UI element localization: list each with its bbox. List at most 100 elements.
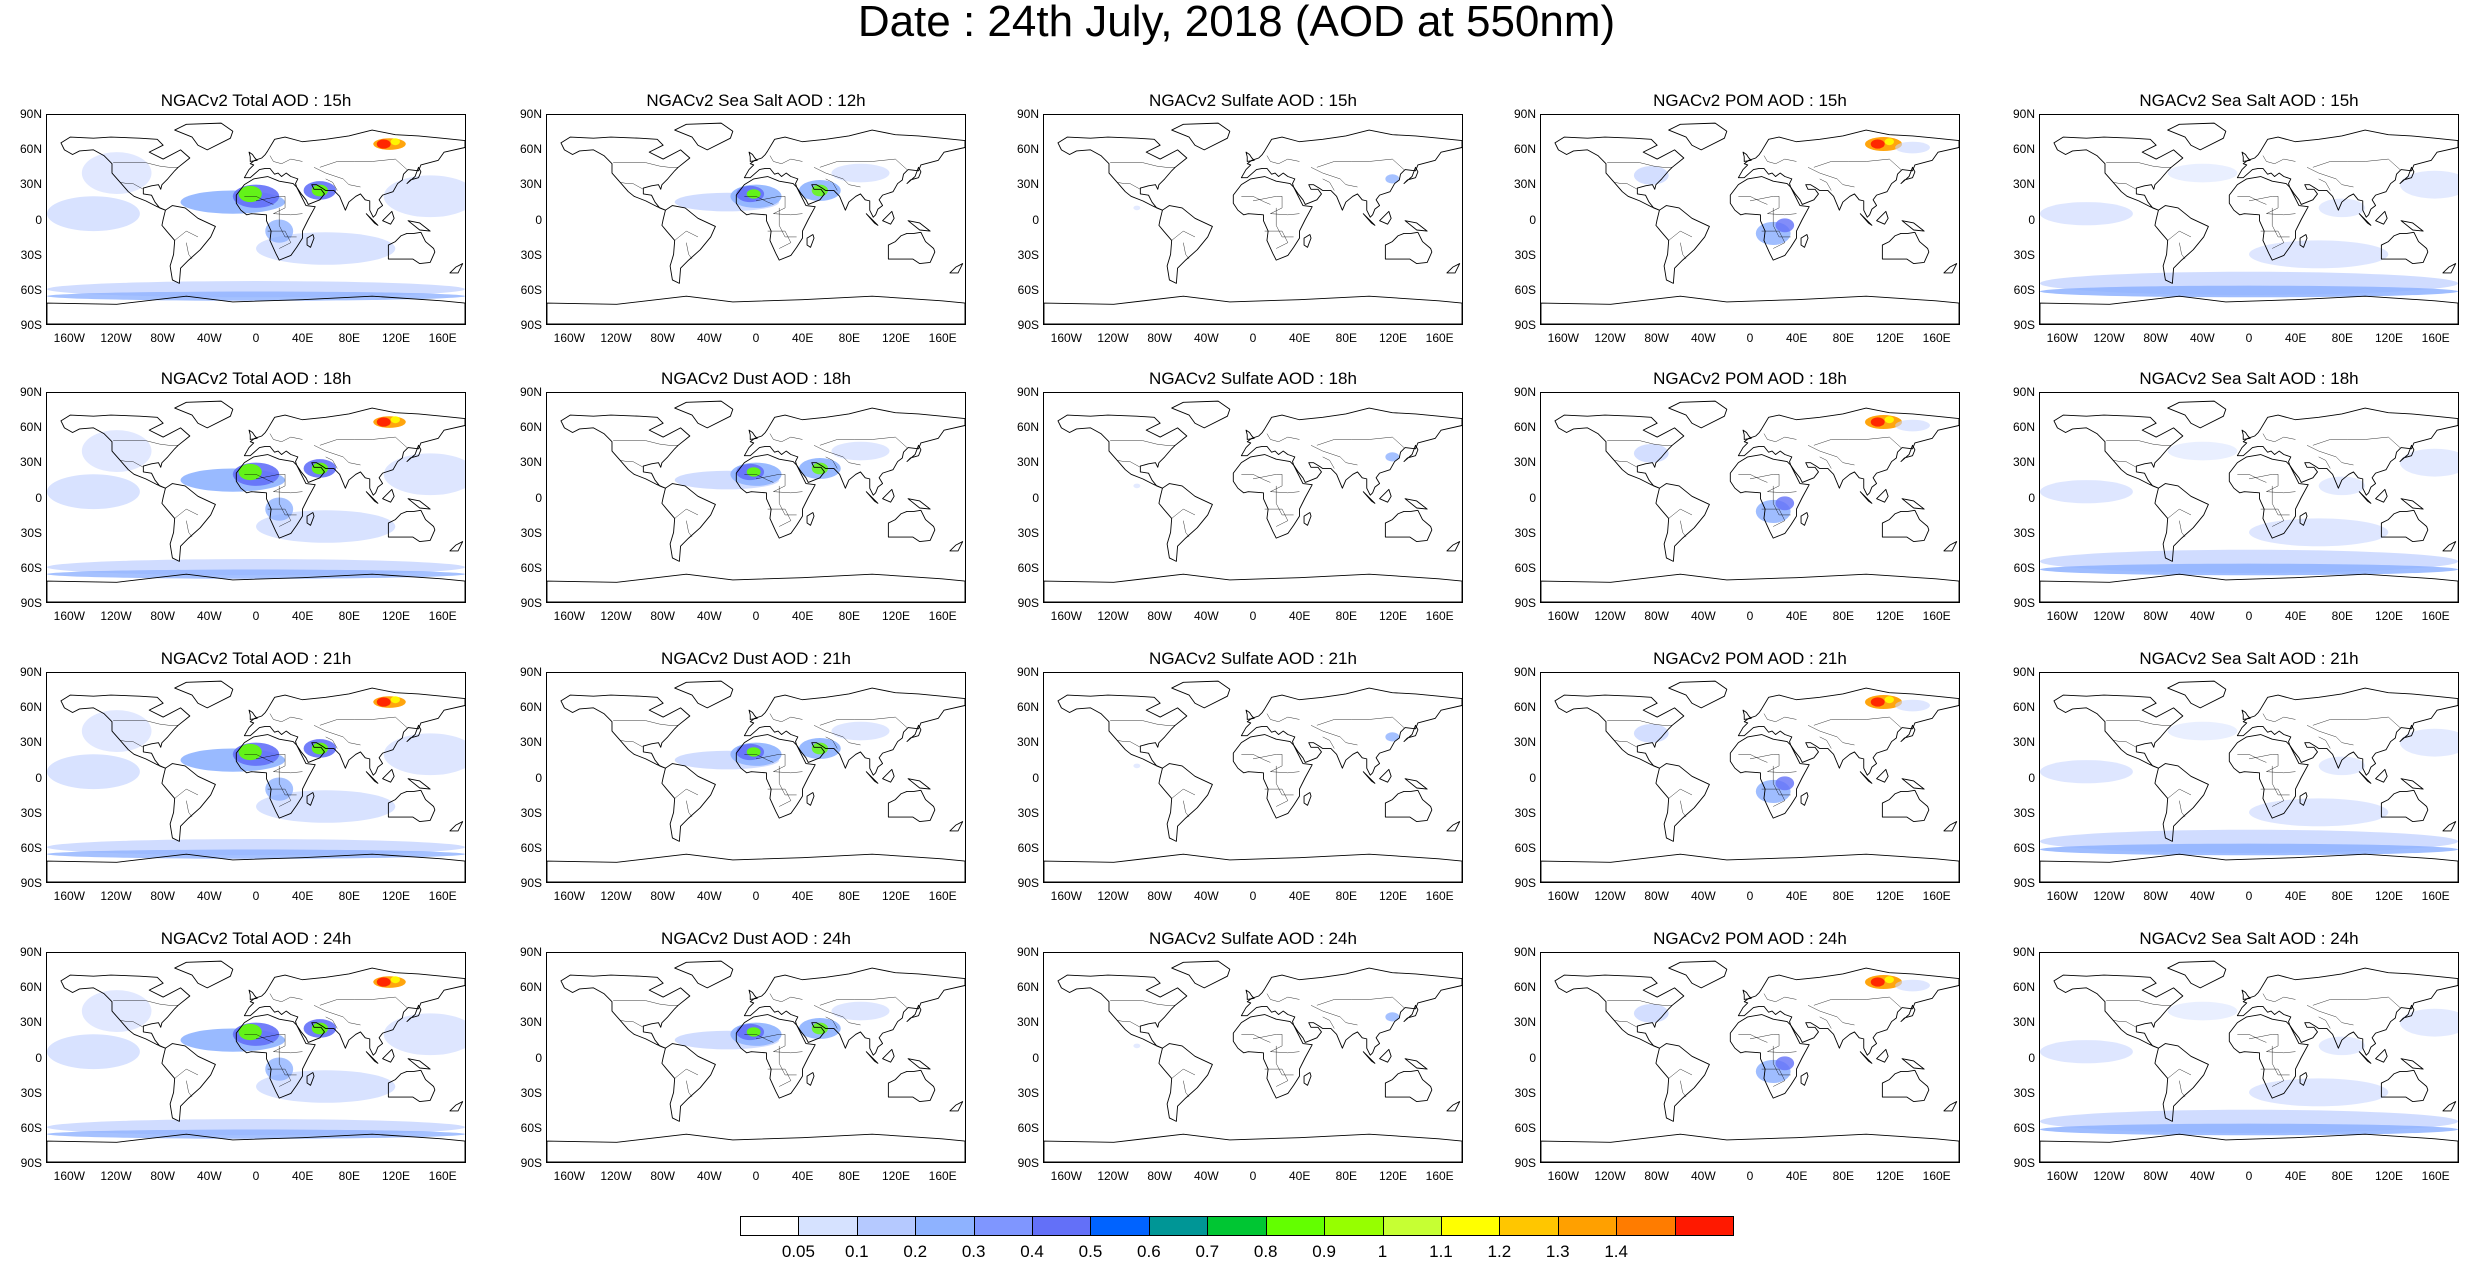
- lon-tick-label: 120E: [881, 889, 911, 903]
- lon-tick-label: 160E: [2421, 609, 2450, 623]
- coastline: [907, 778, 931, 790]
- lon-tick-label: 160E: [428, 331, 457, 345]
- map-panel: NGACv2 Dust AOD : 24h 90N 60N 30N 0 30S 60S 90S…: [500, 930, 990, 1182]
- aod-plume: [1895, 419, 1930, 432]
- aod-plume: [390, 138, 400, 146]
- lon-tick-label: 40E: [2284, 609, 2307, 623]
- lat-tick-label: 0: [35, 212, 42, 227]
- colorbar-swatch: [740, 1216, 800, 1236]
- lon-tick-label: 80E: [838, 889, 860, 903]
- lon-tick-label: 160W: [553, 609, 585, 623]
- country-border: [2312, 436, 2401, 448]
- country-border: [778, 765, 797, 796]
- country-border: [1252, 474, 1300, 494]
- coastline: [387, 231, 436, 265]
- aod-plume: [1775, 218, 1795, 233]
- lat-tick-label: 30S: [1514, 1085, 1536, 1100]
- lat-tick-label: 90N: [519, 107, 542, 121]
- aod-plume: [1895, 699, 1930, 712]
- coastline: [949, 541, 964, 552]
- country-border: [2167, 1068, 2192, 1079]
- aod-plume: [256, 510, 396, 543]
- coastline: [47, 295, 465, 324]
- colorbar-swatch: [1616, 1216, 1676, 1236]
- coastline: [1403, 1004, 1419, 1022]
- coastline: [1900, 1004, 1916, 1022]
- coastline: [161, 763, 216, 842]
- coastline: [743, 687, 965, 776]
- country-border: [1614, 460, 1638, 468]
- aod-plume: [81, 152, 152, 194]
- country-border: [1310, 1005, 1358, 1026]
- coastline: [1900, 444, 1916, 462]
- world-map: [2040, 400, 2458, 602]
- coastline: [748, 989, 758, 1000]
- lon-tick-label: 160E: [428, 1169, 457, 1183]
- lon-tick-label: 80E: [2331, 331, 2353, 345]
- country-border: [2179, 242, 2186, 260]
- colorbar-swatch: [1499, 1216, 1559, 1236]
- coastline: [882, 488, 895, 503]
- coastline: [1158, 205, 1213, 284]
- coastline: [1232, 1014, 1313, 1099]
- coastline: [1240, 967, 1462, 1056]
- country-border: [2113, 1020, 2137, 1028]
- colorbar-label: 0.2: [903, 1242, 928, 1261]
- coastline: [2380, 1069, 2429, 1103]
- aod-plume: [1895, 141, 1930, 154]
- coastline: [748, 151, 758, 162]
- country-border: [2179, 1080, 2186, 1098]
- panel-title: NGACv2 Total AOD : 21h: [160, 649, 352, 668]
- lon-tick-label: 160E: [1425, 331, 1454, 345]
- country-border: [1738, 754, 1768, 763]
- aod-plume: [256, 232, 396, 265]
- lon-tick-label: 120E: [381, 1169, 411, 1183]
- lon-tick-label: 40E: [2284, 1169, 2307, 1183]
- lat-tick-label: 30N: [19, 735, 42, 750]
- aod-plume: [81, 430, 152, 472]
- lon-tick-label: 40W: [1690, 331, 1716, 345]
- panel-title: NGACv2 POM AOD : 24h: [1653, 929, 1847, 948]
- coastline: [1668, 960, 1728, 989]
- lon-tick-label: 80W: [150, 331, 175, 345]
- coastline: [2236, 687, 2458, 776]
- coastline: [1729, 1014, 1810, 1099]
- lat-tick-label: 0: [535, 212, 542, 227]
- coastline: [865, 491, 879, 504]
- coastline: [906, 166, 922, 184]
- aod-plume: [2167, 721, 2238, 741]
- world-map: [1541, 400, 1959, 602]
- colorbar-swatch: [1207, 1216, 1267, 1236]
- lat-tick-label: 60S: [2013, 560, 2035, 575]
- lat-tick-label: 90N: [1016, 385, 1039, 399]
- lon-tick-label: 120E: [1875, 1169, 1905, 1183]
- lon-tick-label: 80W: [1147, 609, 1172, 623]
- aod-plume: [1884, 138, 1894, 146]
- coastline: [1541, 295, 1959, 324]
- aod-plume: [376, 417, 391, 427]
- country-border: [174, 1068, 199, 1079]
- coastline: [248, 989, 258, 1000]
- coastline: [1057, 974, 1188, 1049]
- country-border: [2262, 993, 2296, 1002]
- coastline: [1303, 512, 1312, 526]
- coastline: [2053, 136, 2184, 211]
- aod-plume: [831, 163, 890, 183]
- aod-plume: [2399, 448, 2458, 477]
- lon-tick-label: 40E: [291, 609, 314, 623]
- country-border: [2312, 716, 2401, 728]
- map-plot-area: [1043, 114, 1463, 325]
- country-border: [1264, 230, 1289, 249]
- coastline: [1158, 483, 1213, 562]
- country-border: [1117, 460, 1141, 468]
- coastline: [2228, 454, 2309, 539]
- coastline: [1044, 573, 1462, 602]
- lon-tick-label: 40E: [1785, 609, 1808, 623]
- aod-plume: [2249, 1078, 2389, 1107]
- map-plot-area: [2039, 952, 2459, 1163]
- coastline: [674, 400, 734, 429]
- lon-tick-label: 160E: [1922, 889, 1951, 903]
- aod-plume: [238, 743, 262, 761]
- lon-tick-label: 40E: [791, 331, 814, 345]
- coastline: [2236, 407, 2458, 496]
